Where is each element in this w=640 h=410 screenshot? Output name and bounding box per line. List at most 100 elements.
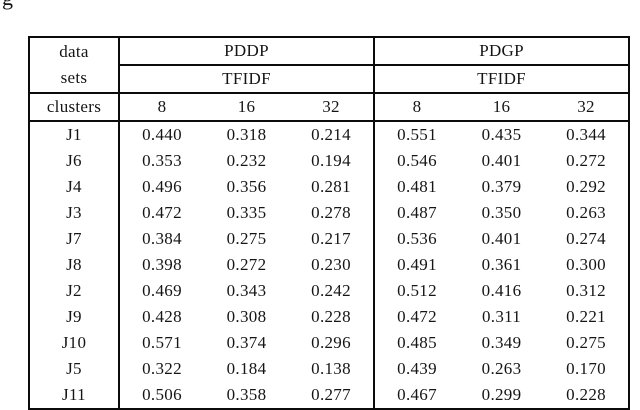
pddp-value-cell: 0.230 xyxy=(311,255,351,274)
table-row: J5 0.322 0.184 0.138 0.439 0.263 0.170 xyxy=(29,356,629,382)
pdgp-value-cell: 0.311 xyxy=(481,307,522,326)
header-row-weighting: TFIDF TFIDF xyxy=(29,65,630,94)
pdgp-value-cell: 0.275 xyxy=(566,333,606,352)
dataset-label-cell: J3 xyxy=(29,200,120,226)
datasets-header-line2: sets xyxy=(60,68,88,87)
results-table: data sets PDDP PDGP TFIDF TFIDF clusters… xyxy=(28,36,631,410)
pdgp-value-cell: 0.467 xyxy=(373,382,460,409)
pddp-value-cell: 0.194 xyxy=(311,151,351,170)
pddp-value-cell: 0.353 xyxy=(142,151,182,170)
pdgp-value-cell: 0.272 xyxy=(566,151,606,170)
pddp-value-cell: 0.214 xyxy=(311,125,351,144)
pdgp-value-cell: 0.274 xyxy=(566,229,606,248)
pddp-value-cell: 0.278 xyxy=(311,203,351,222)
datasets-header-line1: data xyxy=(59,42,89,61)
table-header: data sets PDDP PDGP TFIDF TFIDF clusters… xyxy=(29,37,630,122)
pddp-value-cell: 0.242 xyxy=(311,281,351,300)
pdgp-value-cell: 0.221 xyxy=(566,307,606,326)
cluster-size-cell: 16 xyxy=(204,93,289,122)
weighting-header-pddp: TFIDF xyxy=(119,65,375,94)
pddp-value-cell: 0.358 xyxy=(226,385,267,404)
pddp-value-cell: 0.281 xyxy=(311,177,351,196)
dataset-label-cell: J6 xyxy=(29,148,120,174)
table-row: J11 0.506 0.358 0.277 0.467 0.299 0.228 xyxy=(29,382,629,409)
datasets-header-cell: data sets xyxy=(29,37,120,94)
table-row: J8 0.398 0.272 0.230 0.491 0.361 0.300 xyxy=(29,252,629,278)
pdgp-value-cell: 0.546 xyxy=(373,148,460,174)
pddp-value-cell: 0.472 xyxy=(142,203,182,222)
pddp-value-cell: 0.384 xyxy=(142,229,182,248)
pdgp-value-cell: 0.472 xyxy=(373,304,460,330)
pddp-value-cell: 0.506 xyxy=(142,385,182,404)
pdgp-value-cell: 0.481 xyxy=(373,174,460,200)
table-row: J10 0.571 0.374 0.296 0.485 0.349 0.275 xyxy=(29,330,629,356)
pdgp-value-cell: 0.300 xyxy=(566,255,606,274)
pddp-value-cell: 0.217 xyxy=(311,229,351,248)
table-row: J3 0.472 0.335 0.278 0.487 0.350 0.263 xyxy=(29,200,629,226)
pdgp-value-cell: 0.491 xyxy=(373,252,460,278)
pddp-value-cell: 0.398 xyxy=(142,255,182,274)
pdgp-value-cell: 0.435 xyxy=(481,125,522,144)
pddp-value-cell: 0.335 xyxy=(226,203,267,222)
pddp-value-cell: 0.356 xyxy=(226,177,267,196)
cluster-size-cell: 16 xyxy=(459,93,545,122)
pdgp-value-cell: 0.361 xyxy=(481,255,522,274)
cluster-size-cell: 32 xyxy=(289,93,375,122)
cluster-size-cell: 8 xyxy=(373,93,460,122)
pdgp-value-cell: 0.299 xyxy=(481,385,522,404)
pdgp-value-cell: 0.512 xyxy=(373,278,460,304)
pddp-value-cell: 0.296 xyxy=(311,333,351,352)
pdgp-value-cell: 0.401 xyxy=(481,229,522,248)
pdgp-value-cell: 0.416 xyxy=(481,281,522,300)
pdgp-value-cell: 0.551 xyxy=(373,121,460,148)
pdgp-value-cell: 0.379 xyxy=(481,177,522,196)
clusters-header-cell: clusters xyxy=(29,93,120,122)
dataset-label-cell: J11 xyxy=(29,382,120,409)
pdgp-value-cell: 0.228 xyxy=(566,385,606,404)
pddp-value-cell: 0.322 xyxy=(142,359,182,378)
pdgp-value-cell: 0.344 xyxy=(566,125,606,144)
pdgp-value-cell: 0.263 xyxy=(566,203,606,222)
dataset-label-cell: J8 xyxy=(29,252,120,278)
pddp-value-cell: 0.343 xyxy=(226,281,267,300)
header-row-method: data sets PDDP PDGP xyxy=(29,37,630,94)
pddp-value-cell: 0.272 xyxy=(226,255,267,274)
weighting-header-pdgp: TFIDF xyxy=(373,65,630,94)
dataset-label-cell: J2 xyxy=(29,278,120,304)
table-row: J9 0.428 0.308 0.228 0.472 0.311 0.221 xyxy=(29,304,629,330)
method-header-pddp: PDDP xyxy=(119,37,375,66)
method-header-pdgp: PDGP xyxy=(373,37,630,66)
pdgp-value-cell: 0.170 xyxy=(566,359,606,378)
pdgp-value-cell: 0.312 xyxy=(566,281,606,300)
pdgp-value-cell: 0.439 xyxy=(373,356,460,382)
table-row: J4 0.496 0.356 0.281 0.481 0.379 0.292 xyxy=(29,174,629,200)
table-row: J1 0.440 0.318 0.214 0.551 0.435 0.344 xyxy=(29,121,629,148)
pddp-value-cell: 0.184 xyxy=(226,359,267,378)
pdgp-value-cell: 0.485 xyxy=(373,330,460,356)
dataset-label-cell: J7 xyxy=(29,226,120,252)
pdgp-value-cell: 0.401 xyxy=(481,151,522,170)
pddp-value-cell: 0.228 xyxy=(311,307,351,326)
cluster-size-cell: 32 xyxy=(544,93,630,122)
pddp-value-cell: 0.571 xyxy=(142,333,182,352)
pddp-value-cell: 0.496 xyxy=(142,177,182,196)
dataset-label-cell: J9 xyxy=(29,304,120,330)
pddp-value-cell: 0.232 xyxy=(226,151,267,170)
pddp-value-cell: 0.374 xyxy=(226,333,267,352)
pddp-value-cell: 0.428 xyxy=(142,307,182,326)
pdgp-value-cell: 0.536 xyxy=(373,226,460,252)
cluster-size-cell: 8 xyxy=(119,93,204,122)
pdgp-value-cell: 0.487 xyxy=(373,200,460,226)
pdgp-value-cell: 0.263 xyxy=(481,359,522,378)
pdgp-value-cell: 0.349 xyxy=(481,333,522,352)
dataset-label-cell: J5 xyxy=(29,356,120,382)
pddp-value-cell: 0.277 xyxy=(311,385,351,404)
pddp-value-cell: 0.308 xyxy=(226,307,267,326)
pddp-value-cell: 0.275 xyxy=(226,229,267,248)
pddp-value-cell: 0.138 xyxy=(311,359,351,378)
dataset-label-cell: J1 xyxy=(29,121,120,148)
pddp-value-cell: 0.440 xyxy=(142,125,182,144)
dataset-label-cell: J10 xyxy=(29,330,120,356)
dataset-label-cell: J4 xyxy=(29,174,120,200)
header-row-clusters: clusters 8 16 32 8 16 32 xyxy=(29,93,630,122)
